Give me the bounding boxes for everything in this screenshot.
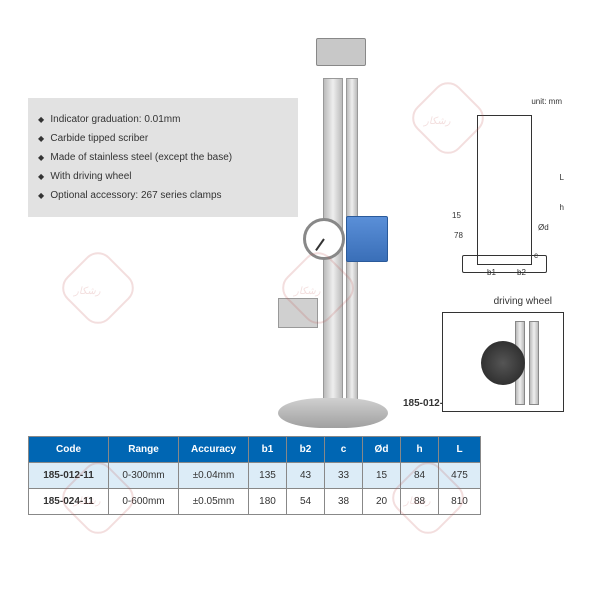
dial-indicator-icon: [303, 218, 345, 260]
col-accuracy: Accuracy: [179, 437, 249, 463]
driving-wheel-label: driving wheel: [494, 296, 552, 307]
col-l: L: [439, 437, 481, 463]
driving-wheel-diagram: [442, 312, 564, 412]
col-b1: b1: [249, 437, 287, 463]
gauge-readout: [346, 216, 388, 262]
col-b2: b2: [287, 437, 325, 463]
col-code: Code: [29, 437, 109, 463]
table-row: 185-024-11 0-600mm ±0.05mm 180 54 38 20 …: [29, 489, 481, 515]
col-od: Ød: [363, 437, 401, 463]
gauge-base: [278, 398, 388, 428]
table-header-row: Code Range Accuracy b1 b2 c Ød h L: [29, 437, 481, 463]
col-h: h: [401, 437, 439, 463]
col-range: Range: [109, 437, 179, 463]
col-c: c: [325, 437, 363, 463]
gauge-top-cap: [316, 38, 366, 66]
dimension-diagram: unit: mm L h Ød c b1 b2 15 78: [442, 103, 562, 283]
watermark-icon: رشکار: [68, 258, 128, 318]
wheel-icon: [481, 341, 525, 385]
spec-table: Code Range Accuracy b1 b2 c Ød h L 185-0…: [28, 436, 481, 515]
product-illustration: [228, 38, 428, 438]
scriber-arm: [278, 298, 318, 328]
unit-label: unit: mm: [531, 97, 562, 106]
table-row: 185-012-11 0-300mm ±0.04mm 135 43 33 15 …: [29, 463, 481, 489]
